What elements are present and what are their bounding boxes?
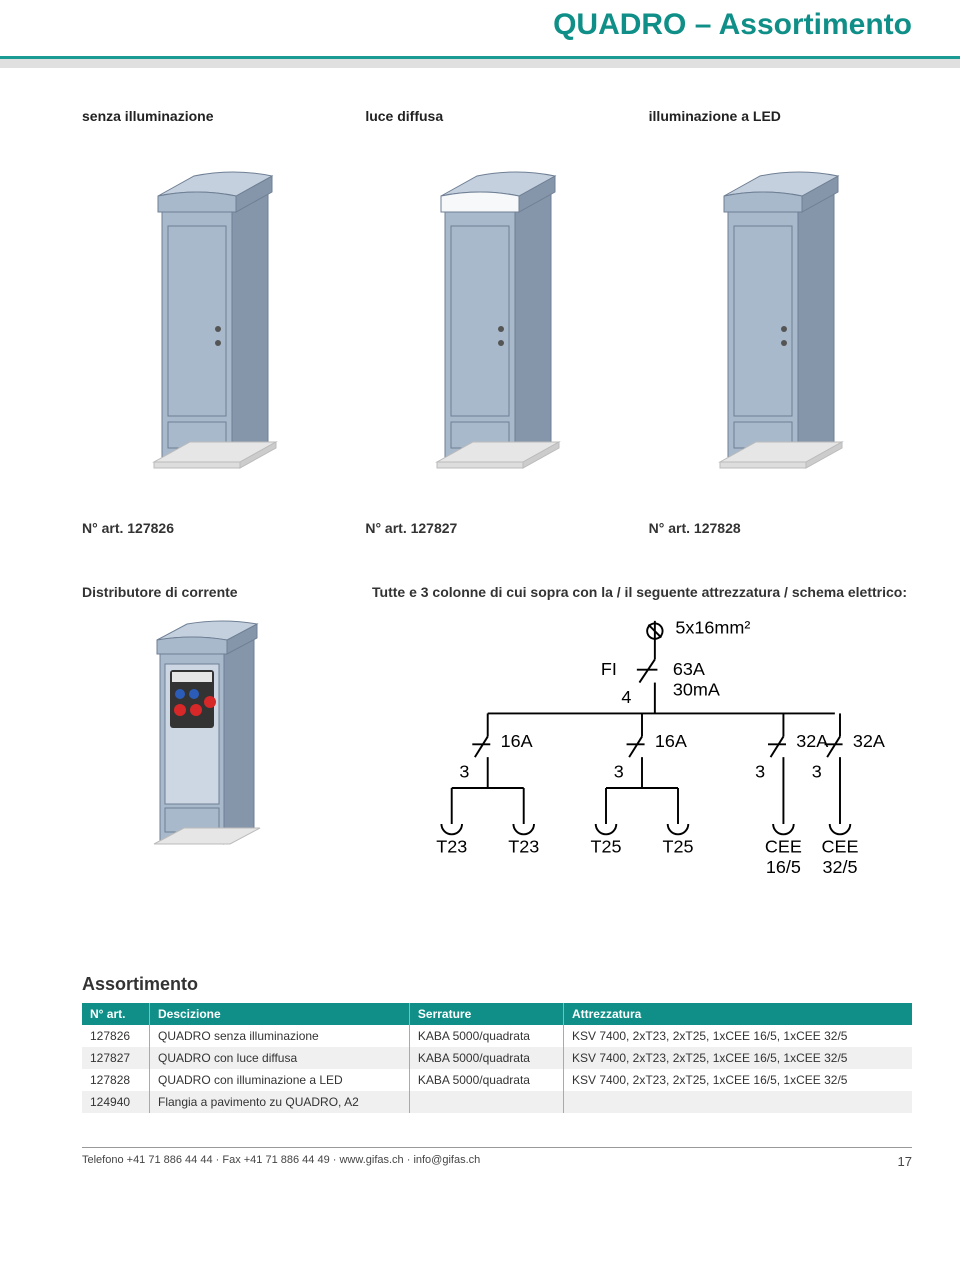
table-cell: QUADRO con luce diffusa [149,1047,409,1069]
variant-label: illuminazione a LED [649,108,912,124]
table-title: Assortimento [82,974,912,995]
page-title: QUADRO – Assortimento [553,8,912,42]
variant-col: luce diffusa [365,108,628,134]
distributor-label: Distributore di corrente [82,584,342,600]
variant-col: illuminazione a LED [649,108,912,134]
svg-text:16A: 16A [501,731,533,751]
assortment-table: N° art.DescizioneSerratureAttrezzatura 1… [82,1003,912,1113]
svg-text:4: 4 [621,687,631,707]
table-row: 127828QUADRO con illuminazione a LEDKABA… [82,1069,912,1091]
svg-text:32/5: 32/5 [822,857,857,877]
cabinet-led [649,152,912,502]
schema-label: Tutte e 3 colonne di cui sopra con la / … [372,584,912,600]
table-cell: 127827 [82,1047,149,1069]
svg-text:16/5: 16/5 [766,857,801,877]
table-cell: KSV 7400, 2xT23, 2xT25, 1xCEE 16/5, 1xCE… [563,1047,912,1069]
article-number: N° art. 127827 [365,520,628,536]
table-cell [409,1091,563,1113]
schema-column: Tutte e 3 colonne di cui sopra con la / … [372,584,912,934]
page-footer: Telefono +41 71 886 44 44 · Fax +41 71 8… [82,1147,912,1189]
svg-text:T25: T25 [591,836,622,856]
svg-text:T25: T25 [662,836,693,856]
svg-text:16A: 16A [655,731,687,751]
table-cell: KABA 5000/quadrata [409,1025,563,1047]
table-cell: Flangia a pavimento zu QUADRO, A2 [149,1091,409,1113]
svg-text:T23: T23 [436,836,467,856]
svg-text:3: 3 [459,762,469,782]
table-header-cell: N° art. [82,1003,149,1025]
table-row: 127827QUADRO con luce diffusaKABA 5000/q… [82,1047,912,1069]
svg-text:32A: 32A [853,731,885,751]
table-header-cell: Descizione [149,1003,409,1025]
table-cell: 127826 [82,1025,149,1047]
svg-text:3: 3 [614,762,624,782]
cabinet-images-row [82,152,912,502]
page-header: QUADRO – Assortimento [0,0,960,68]
table-header-cell: Attrezzatura [563,1003,912,1025]
svg-text:T23: T23 [508,836,539,856]
svg-text:32A: 32A [796,731,828,751]
table-cell [563,1091,912,1113]
table-row: 127826QUADRO senza illuminazioneKABA 500… [82,1025,912,1047]
table-cell: QUADRO con illuminazione a LED [149,1069,409,1091]
variant-labels-row: senza illuminazione luce diffusa illumin… [82,108,912,134]
table-cell: 124940 [82,1091,149,1113]
header-rule [0,56,960,68]
article-number: N° art. 127828 [649,520,912,536]
table-header-cell: Serrature [409,1003,563,1025]
svg-text:5x16mm²: 5x16mm² [675,618,750,638]
variant-label: senza illuminazione [82,108,345,124]
table-row: 124940Flangia a pavimento zu QUADRO, A2 [82,1091,912,1113]
svg-text:CEE: CEE [822,836,859,856]
svg-text:CEE: CEE [765,836,802,856]
page-number: 17 [898,1154,912,1169]
table-cell: QUADRO senza illuminazione [149,1025,409,1047]
article-number: N° art. 127826 [82,520,345,536]
table-body: 127826QUADRO senza illuminazioneKABA 500… [82,1025,912,1113]
svg-text:3: 3 [812,762,822,782]
svg-text:FI: FI [601,659,617,679]
cabinet-open-image [82,610,342,870]
cabinet-diffuse [365,152,628,502]
main-content: senza illuminazione luce diffusa illumin… [0,68,960,1133]
table-cell: KSV 7400, 2xT23, 2xT25, 1xCEE 16/5, 1xCE… [563,1025,912,1047]
variant-col: senza illuminazione [82,108,345,134]
table-header-row: N° art.DescizioneSerratureAttrezzatura [82,1003,912,1025]
svg-text:3: 3 [755,762,765,782]
footer-contact: Telefono +41 71 886 44 44 · Fax +41 71 8… [82,1154,480,1169]
middle-row: Distributore di corrente Tutte e 3 colon… [82,584,912,934]
distributor-column: Distributore di corrente [82,584,342,934]
table-cell: KSV 7400, 2xT23, 2xT25, 1xCEE 16/5, 1xCE… [563,1069,912,1091]
cabinet-closed [82,152,345,502]
variant-label: luce diffusa [365,108,628,124]
electrical-schema-diagram: 5x16mm² FI 63A30mA 4 16A 3 T23 T23 16A 3 T25 T25 32A… [372,608,912,934]
table-cell: 127828 [82,1069,149,1091]
article-number-row: N° art. 127826 N° art. 127827 N° art. 12… [82,520,912,536]
table-cell: KABA 5000/quadrata [409,1069,563,1091]
table-cell: KABA 5000/quadrata [409,1047,563,1069]
svg-text:30mA: 30mA [673,679,720,699]
svg-text:63A: 63A [673,659,705,679]
